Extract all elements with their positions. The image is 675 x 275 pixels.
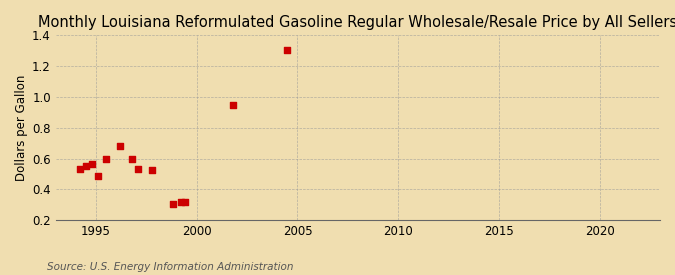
Text: Source: U.S. Energy Information Administration: Source: U.S. Energy Information Administ… [47,262,294,272]
Point [133,166,144,171]
Point [176,200,186,205]
Point [74,166,85,171]
Point [227,103,238,108]
Point [180,200,190,205]
Point [86,162,97,166]
Point [101,157,111,161]
Title: Monthly Louisiana Reformulated Gasoline Regular Wholesale/Resale Price by All Se: Monthly Louisiana Reformulated Gasoline … [38,15,675,30]
Point [80,164,91,168]
Y-axis label: Dollars per Gallon: Dollars per Gallon [15,75,28,181]
Point [282,48,293,52]
Point [115,144,126,148]
Point [167,202,178,206]
Point [127,156,138,161]
Point [92,174,103,178]
Point [147,168,158,172]
